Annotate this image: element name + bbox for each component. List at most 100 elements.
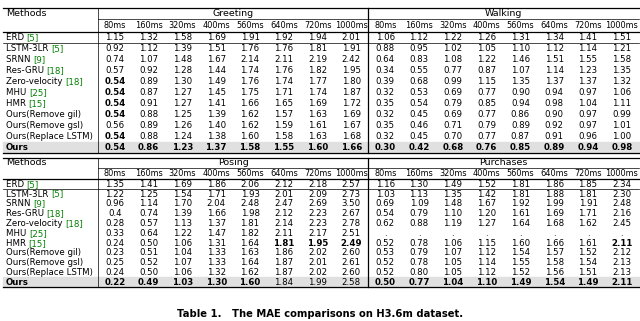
- Text: 0.88: 0.88: [410, 219, 429, 228]
- Text: 1.92: 1.92: [275, 33, 293, 42]
- Text: 0.79: 0.79: [410, 209, 429, 218]
- Text: 1000ms: 1000ms: [605, 169, 638, 178]
- Text: 1.88: 1.88: [545, 190, 564, 199]
- Text: 0.55: 0.55: [410, 66, 429, 75]
- Text: 1.67: 1.67: [207, 55, 226, 64]
- Text: SRNN: SRNN: [6, 199, 33, 208]
- Text: 1.56: 1.56: [545, 268, 564, 277]
- Text: 1.49: 1.49: [509, 278, 531, 287]
- Text: 2.60: 2.60: [342, 248, 361, 257]
- Text: 1.19: 1.19: [444, 219, 462, 228]
- Text: 0.86: 0.86: [138, 143, 159, 152]
- Text: 1.15: 1.15: [477, 77, 496, 86]
- Text: 0.54: 0.54: [104, 88, 125, 97]
- Text: .: .: [451, 229, 454, 238]
- Text: 1.32: 1.32: [612, 77, 632, 86]
- Text: 1.14: 1.14: [579, 44, 598, 53]
- Text: 0.89: 0.89: [511, 121, 530, 130]
- Text: 1.20: 1.20: [477, 209, 496, 218]
- Text: 1.39: 1.39: [207, 110, 226, 119]
- Text: 1.33: 1.33: [207, 258, 226, 267]
- Text: 1.03: 1.03: [376, 190, 395, 199]
- Text: 0.90: 0.90: [511, 88, 530, 97]
- Text: 1.07: 1.07: [511, 66, 530, 75]
- Text: 1.69: 1.69: [342, 110, 361, 119]
- Text: 720ms: 720ms: [574, 169, 602, 178]
- Text: 1.66: 1.66: [207, 209, 226, 218]
- Text: 80ms: 80ms: [374, 169, 396, 178]
- Text: 1.00: 1.00: [612, 132, 632, 141]
- Text: 0.45: 0.45: [410, 132, 429, 141]
- Text: HMR: HMR: [6, 99, 29, 108]
- Text: 0.77: 0.77: [444, 66, 462, 75]
- Text: 1.64: 1.64: [241, 239, 260, 248]
- Text: 0.94: 0.94: [545, 88, 564, 97]
- Text: 1.67: 1.67: [342, 121, 361, 130]
- Text: 0.68: 0.68: [442, 143, 463, 152]
- Text: 1.06: 1.06: [376, 33, 395, 42]
- Text: Zero-velocity: Zero-velocity: [6, 77, 65, 86]
- Text: 1.91: 1.91: [241, 33, 260, 42]
- Text: 2.49: 2.49: [340, 239, 362, 248]
- Text: 1.68: 1.68: [545, 219, 564, 228]
- Text: 1.62: 1.62: [241, 121, 260, 130]
- Bar: [98, 277, 369, 287]
- Text: 1.52: 1.52: [511, 268, 530, 277]
- Text: 1.33: 1.33: [207, 248, 226, 257]
- Text: 0.35: 0.35: [376, 121, 395, 130]
- Text: 2.67: 2.67: [342, 209, 361, 218]
- Text: 0.77: 0.77: [408, 278, 430, 287]
- Text: 1.22: 1.22: [105, 190, 124, 199]
- Text: 1.13: 1.13: [173, 219, 192, 228]
- Text: 0.80: 0.80: [410, 268, 429, 277]
- Text: 1.44: 1.44: [207, 66, 226, 75]
- Text: 0.78: 0.78: [410, 239, 429, 248]
- Text: 0.79: 0.79: [477, 121, 496, 130]
- Text: [18]: [18]: [65, 77, 83, 86]
- Text: 1.46: 1.46: [511, 55, 530, 64]
- Text: 1.04: 1.04: [173, 248, 192, 257]
- Text: 1.16: 1.16: [376, 180, 395, 189]
- Text: 1.27: 1.27: [477, 219, 496, 228]
- Text: .: .: [384, 229, 387, 238]
- Text: 2.11: 2.11: [275, 55, 293, 64]
- Text: 0.99: 0.99: [444, 77, 462, 86]
- Text: 0.91: 0.91: [545, 132, 564, 141]
- Text: 0.4: 0.4: [108, 209, 122, 218]
- Text: 1.38: 1.38: [207, 132, 226, 141]
- Text: 1.14: 1.14: [477, 258, 496, 267]
- Text: 1.37: 1.37: [207, 219, 226, 228]
- Text: 0.23: 0.23: [105, 248, 124, 257]
- Text: 1.75: 1.75: [241, 88, 260, 97]
- Text: 1.27: 1.27: [173, 99, 192, 108]
- Text: 2.48: 2.48: [612, 199, 632, 208]
- Text: [18]: [18]: [47, 209, 65, 218]
- Text: 1.64: 1.64: [511, 219, 530, 228]
- Text: 2.42: 2.42: [342, 55, 361, 64]
- Text: 80ms: 80ms: [104, 169, 126, 178]
- Text: 0.25: 0.25: [105, 258, 124, 267]
- Text: 80ms: 80ms: [104, 21, 126, 30]
- Text: 1.28: 1.28: [173, 66, 192, 75]
- Text: 1.58: 1.58: [239, 143, 260, 152]
- Text: 1.10: 1.10: [476, 278, 497, 287]
- Text: [15]: [15]: [29, 99, 46, 108]
- Text: 0.88: 0.88: [376, 44, 395, 53]
- Text: Greeting: Greeting: [212, 9, 253, 18]
- Text: 1.58: 1.58: [612, 55, 632, 64]
- Text: 320ms: 320ms: [169, 169, 196, 178]
- Text: Res-GRU: Res-GRU: [6, 209, 47, 218]
- Text: 400ms: 400ms: [202, 169, 230, 178]
- Text: 1.81: 1.81: [273, 239, 294, 248]
- Text: 1.07: 1.07: [173, 258, 192, 267]
- Text: [5]: [5]: [27, 180, 39, 189]
- Text: 0.52: 0.52: [376, 239, 395, 248]
- Text: Res-GRU: Res-GRU: [6, 66, 47, 75]
- Text: 160ms: 160ms: [135, 21, 163, 30]
- Text: 0.97: 0.97: [579, 121, 598, 130]
- Text: 0.49: 0.49: [138, 278, 159, 287]
- Text: 2.13: 2.13: [612, 258, 632, 267]
- Text: 1.59: 1.59: [275, 121, 293, 130]
- Text: 1.32: 1.32: [139, 33, 158, 42]
- Text: 2.04: 2.04: [207, 199, 226, 208]
